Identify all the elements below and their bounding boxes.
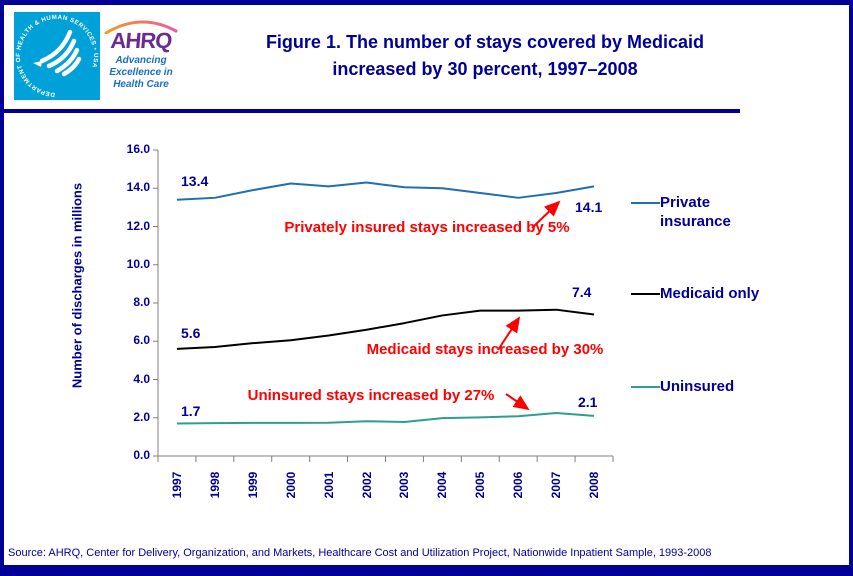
ahrq-logo: DEPARTMENT OF HEALTH & HUMAN SERVICES • … (14, 12, 182, 100)
data-label-medicaid-end: 7.4 (572, 284, 592, 300)
y-tick-label: 8.0 (133, 295, 150, 309)
data-label-private-end: 14.1 (575, 199, 603, 215)
footer-bar (0, 565, 853, 576)
x-tick-label: 2006 (511, 471, 526, 499)
ahrq-arc-icon (104, 20, 178, 34)
legend-label-uninsured: Uninsured (660, 378, 735, 395)
figure-title-line-2: increased by 30 percent, 1997–2008 (332, 59, 638, 79)
hhs-eagle-icon: DEPARTMENT OF HEALTH & HUMAN SERVICES • … (15, 14, 99, 98)
x-tick-label: 1999 (245, 471, 260, 499)
annotation-arrow-1 (497, 316, 521, 351)
y-tick-label: 10.0 (126, 256, 150, 271)
header-divider (0, 109, 740, 113)
legend-item-medicaid: Medicaid only (631, 285, 778, 304)
y-tick-label: 0.0 (133, 448, 150, 462)
data-label-uninsured-start: 1.7 (181, 403, 201, 419)
y-tick-label: 12.0 (126, 218, 150, 233)
tagline-line-2: Excellence in (109, 67, 173, 78)
left-border (0, 0, 4, 576)
y-tick-label: 6.0 (133, 333, 150, 348)
x-tick-label: 2007 (549, 471, 564, 499)
right-border (849, 0, 853, 576)
x-tick-label: 1998 (207, 471, 222, 499)
ahrq-wordmark: AHRQ Advancing Excellence in Health Care (100, 12, 182, 100)
annotation-arrow-2 (505, 393, 530, 411)
legend-item-private: Private insurance (631, 194, 778, 232)
annotation-arrow-0 (531, 200, 561, 229)
x-tick-label: 2003 (397, 471, 412, 499)
legend-label-private: Private insurance (660, 194, 731, 230)
series-line-2 (176, 411, 595, 425)
x-tick-label: 2001 (321, 471, 336, 499)
annotation-private: Privately insured stays increased by 5% (284, 219, 570, 236)
y-tick-label: 16.0 (126, 142, 150, 156)
y-tick-label: 4.0 (133, 371, 150, 386)
hhs-seal: DEPARTMENT OF HEALTH & HUMAN SERVICES • … (14, 12, 100, 100)
source-note: Source: AHRQ, Center for Delivery, Organ… (8, 547, 712, 559)
ahrq-tagline: Advancing Excellence in Health Care (100, 55, 182, 91)
y-axis-title: Number of discharges in millions (69, 182, 85, 389)
legend-swatch-medicaid (631, 293, 660, 295)
series-line-0 (176, 181, 595, 201)
y-tick-label: 2.0 (133, 409, 150, 424)
x-tick-label: 2008 (587, 471, 602, 499)
tagline-line-1: Advancing (115, 55, 167, 66)
x-tick-label: 1997 (169, 471, 184, 499)
top-border (0, 0, 853, 5)
tagline-line-3: Health Care (113, 79, 169, 90)
y-tick-label: 14.0 (126, 180, 150, 195)
annotation-uninsured: Uninsured stays increased by 27% (247, 387, 495, 404)
data-label-uninsured-end: 2.1 (578, 394, 598, 410)
x-tick-label: 2004 (435, 471, 450, 499)
legend-item-uninsured: Uninsured (631, 378, 778, 397)
x-tick-label: 2005 (473, 471, 488, 499)
data-label-medicaid-start: 5.6 (181, 325, 201, 341)
x-tick-label: 2000 (283, 471, 298, 499)
legend-swatch-private (631, 202, 660, 204)
legend-swatch-uninsured (631, 386, 660, 388)
figure-title: Figure 1. The number of stays covered by… (185, 29, 785, 83)
x-tick-label: 2002 (359, 471, 374, 499)
series-line-1 (176, 308, 595, 350)
data-label-private-start: 13.4 (181, 173, 209, 189)
legend-label-medicaid: Medicaid only (660, 285, 760, 302)
figure-title-line-1: Figure 1. The number of stays covered by… (265, 32, 705, 52)
annotation-medicaid: Medicaid stays increased by 30% (366, 341, 604, 358)
